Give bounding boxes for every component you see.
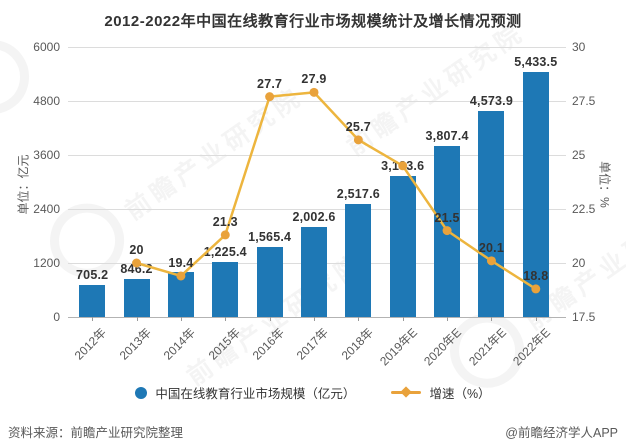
x-axis-tick-label: 2022年E <box>510 325 554 369</box>
y-axis-tick-label-left: 4800 <box>33 94 60 108</box>
bar-2018年 <box>345 203 372 317</box>
y-axis-tick-label-right: 22.5 <box>572 202 596 216</box>
x-axis-tick <box>447 317 449 321</box>
right-axis-unit-label: 单位：% <box>597 161 612 208</box>
x-axis-tick-label: 2019年E <box>377 325 421 369</box>
growth-value-label: 20 <box>129 243 144 257</box>
growth-value-label: 18.8 <box>523 268 549 283</box>
growth-line-marker <box>353 135 363 145</box>
legend: 中国在线教育行业市场规模（亿元） 增速（%） <box>0 383 626 402</box>
bar-2017年 <box>301 226 327 317</box>
x-axis-tick <box>535 317 537 321</box>
x-axis-tick-label: 2021年E <box>465 325 509 369</box>
legend-label: 中国在线教育行业市场规模（亿元） <box>155 387 356 401</box>
y-axis-tick-label-right: 27.5 <box>572 94 596 108</box>
growth-value-label: 19.4 <box>168 255 194 270</box>
bar-value-label: 705.2 <box>76 268 109 283</box>
bar-2012年 <box>79 285 106 317</box>
bar-2013年 <box>123 278 150 317</box>
x-axis-tick <box>136 317 138 321</box>
x-axis-tick <box>180 317 182 321</box>
growth-value-label: 27.7 <box>257 76 283 91</box>
x-axis-tick-label: 2015年 <box>205 325 243 363</box>
legend-label: 增速（%） <box>429 387 491 401</box>
bar-value-label: 5,433.5 <box>514 55 558 70</box>
legend-item-growth-rate: 增速（%） <box>391 383 491 402</box>
x-axis-tick <box>491 317 493 321</box>
x-axis-tick-label: 2020年E <box>421 325 465 369</box>
growth-value-label: 27.9 <box>301 72 327 87</box>
y-axis-tick-label-right: 17.5 <box>572 310 596 324</box>
y-axis-tick-label-left: 2400 <box>33 202 60 216</box>
x-axis-tick <box>92 317 94 321</box>
x-axis-tick-label: 2012年 <box>72 325 110 363</box>
bar-2014年 <box>167 271 194 317</box>
x-axis-tick-label: 2013年 <box>116 325 154 363</box>
x-axis-tick <box>402 317 404 321</box>
y-axis-tick-label-right: 20 <box>572 256 586 270</box>
gridline <box>68 317 566 318</box>
bar-2016年 <box>256 246 283 317</box>
x-axis-tick <box>269 317 271 321</box>
y-axis-tick-label-left: 3600 <box>33 148 60 162</box>
chart-title: 2012-2022年中国在线教育行业市场规模统计及增长情况预测 <box>104 13 522 30</box>
bar-2020年E <box>434 145 461 317</box>
x-axis-tick <box>225 317 227 321</box>
x-axis-tick-label: 2018年 <box>338 325 376 363</box>
gridline <box>68 47 566 48</box>
growth-value-label: 25.7 <box>345 119 371 134</box>
x-axis-tick-label: 2017年 <box>294 325 332 363</box>
bar-2019年E <box>389 175 416 317</box>
y-axis-tick-label-right: 25 <box>572 148 586 162</box>
y-axis-tick-label-left: 6000 <box>33 40 60 54</box>
bar-2015年 <box>212 261 239 317</box>
left-axis-unit-label: 单位：亿元 <box>16 154 31 215</box>
growth-value-label: 21.5 <box>434 210 460 225</box>
x-axis-tick <box>314 317 315 321</box>
growth-value-label: 20.1 <box>478 240 505 255</box>
line-series-swatch-icon <box>391 386 422 398</box>
credit-text: @前瞻经济学人APP <box>505 426 618 440</box>
y-axis-tick-label-left: 1200 <box>33 256 60 270</box>
y-axis-tick-label-right: 30 <box>572 40 586 54</box>
growth-line-marker <box>265 92 275 102</box>
bar-series-swatch-icon <box>135 386 148 399</box>
growth-value-label: 21.3 <box>212 214 238 229</box>
x-axis-tick-label: 2016年 <box>249 325 287 363</box>
x-axis-tick-label: 2014年 <box>160 325 199 363</box>
data-source-text: 资料来源：前瞻产业研究院整理 <box>8 426 184 440</box>
legend-item-market-size: 中国在线教育行业市场规模（亿元） <box>135 383 355 402</box>
x-axis-tick <box>358 317 360 321</box>
y-axis-tick-label-left: 0 <box>53 310 60 324</box>
